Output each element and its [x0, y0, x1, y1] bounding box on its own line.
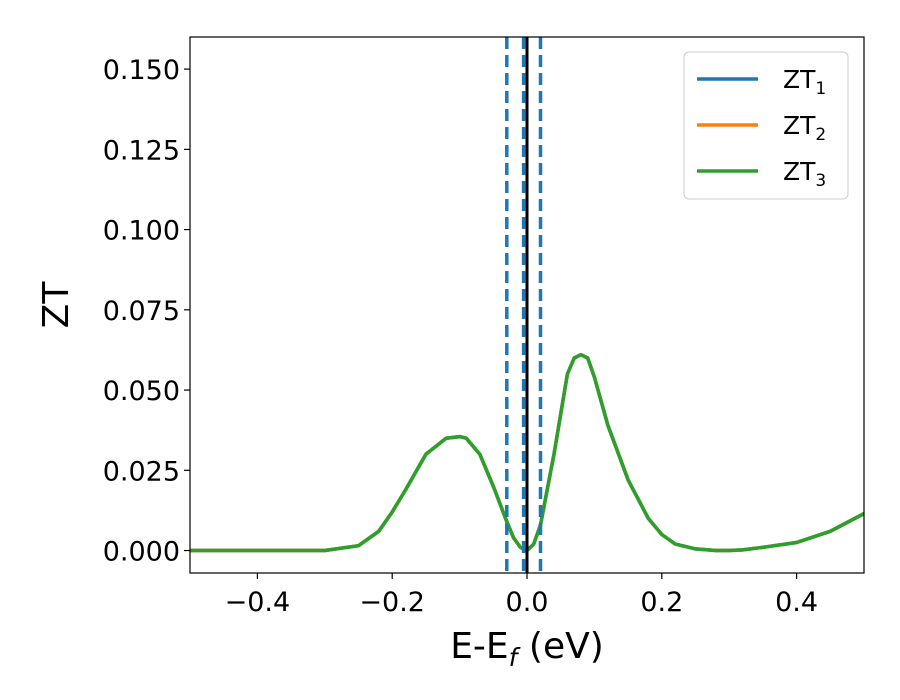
x-tick-label: 0.2 — [640, 587, 683, 618]
plot-lines — [190, 37, 864, 573]
legend-label-zt1: ZT1 — [783, 65, 826, 99]
legend-label-zt2: ZT2 — [783, 111, 826, 145]
legend-box — [683, 51, 849, 200]
y-tick-label: 0.075 — [103, 296, 180, 327]
axis-ticks: −0.4 −0.2 0.0 0.2 0.4 0.000 0.025 0.050 0.075 0.1… — [103, 55, 818, 618]
y-tick-label: 0.125 — [103, 135, 180, 166]
series-line-zt3 — [190, 352, 864, 553]
x-axis-label-main: E-E — [450, 626, 508, 667]
legend-label-zt1-sub: 1 — [815, 79, 826, 99]
y-tick-label: 0.000 — [103, 537, 180, 568]
legend-label-zt3-sub: 3 — [815, 171, 826, 191]
x-tick-label: −0.2 — [359, 587, 425, 618]
legend-label-zt1-main: ZT — [783, 65, 816, 94]
legend-label-zt2-sub: 2 — [815, 125, 826, 145]
legend: ZT1 ZT2 ZT3 — [683, 51, 849, 200]
legend-label-zt3-main: ZT — [783, 157, 816, 186]
y-tick-label: 0.050 — [103, 376, 180, 407]
legend-label-zt2-main: ZT — [783, 111, 816, 140]
y-tick-label: 0.025 — [103, 456, 180, 487]
x-axis-label-unit: (eV) — [517, 626, 603, 667]
x-tick-label: 0.0 — [506, 587, 549, 618]
x-tick-label: 0.4 — [775, 587, 818, 618]
y-tick-label: 0.150 — [103, 55, 180, 86]
legend-label-zt3: ZT3 — [783, 157, 826, 191]
y-tick-label: 0.100 — [103, 216, 180, 247]
x-tick-label: −0.4 — [225, 587, 291, 618]
y-axis-label: ZT — [36, 281, 77, 329]
x-axis-label: E-Ef (eV) — [450, 626, 604, 672]
